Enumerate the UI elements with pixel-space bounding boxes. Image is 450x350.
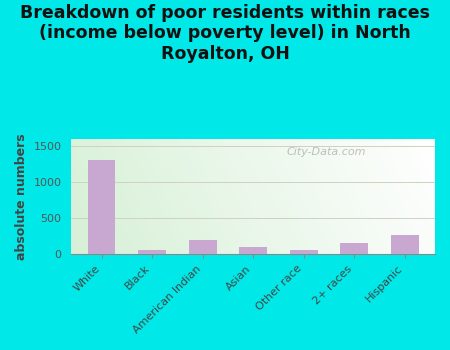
Text: Breakdown of poor residents within races
(income below poverty level) in North
R: Breakdown of poor residents within races… <box>20 4 430 63</box>
Bar <box>88 160 116 254</box>
Bar <box>138 250 166 254</box>
Y-axis label: absolute numbers: absolute numbers <box>15 133 28 260</box>
Bar <box>189 240 216 254</box>
Text: City-Data.com: City-Data.com <box>286 147 366 158</box>
Bar <box>239 247 267 254</box>
Bar <box>391 235 419 254</box>
Bar <box>290 250 318 254</box>
Bar <box>340 244 368 254</box>
